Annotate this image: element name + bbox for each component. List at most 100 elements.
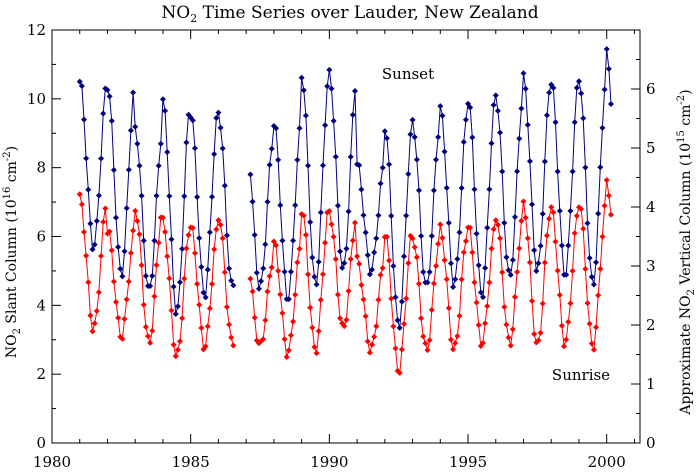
data-point <box>415 280 422 287</box>
data-point <box>296 245 303 252</box>
data-point <box>87 312 94 319</box>
data-point <box>106 93 113 100</box>
data-point <box>418 233 425 240</box>
data-point <box>100 110 107 117</box>
data-point <box>356 162 363 169</box>
data-point <box>307 219 314 226</box>
data-point <box>162 107 169 114</box>
data-point <box>358 186 365 193</box>
data-point <box>556 207 563 214</box>
data-point <box>514 168 521 175</box>
data-point <box>492 217 499 224</box>
data-point <box>396 324 403 331</box>
data-point <box>174 346 181 353</box>
data-point <box>499 269 506 276</box>
data-point <box>277 202 284 209</box>
data-point <box>341 260 348 267</box>
y-tick-label: 6 <box>36 228 46 246</box>
data-point <box>253 269 260 276</box>
data-point <box>317 296 324 303</box>
data-point <box>226 321 233 328</box>
data-point <box>607 100 614 107</box>
data-point <box>411 244 418 251</box>
data-point <box>168 307 175 314</box>
data-point <box>445 305 452 312</box>
data-point <box>247 275 254 282</box>
data-point <box>209 193 216 200</box>
data-point <box>132 123 139 130</box>
data-point <box>334 202 341 209</box>
data-point <box>108 117 115 124</box>
data-point <box>279 310 286 317</box>
data-point <box>281 336 288 343</box>
data-point <box>605 65 612 72</box>
data-point <box>454 256 461 263</box>
data-point <box>151 293 158 300</box>
data-point <box>255 285 262 292</box>
data-point <box>134 217 141 224</box>
data-point <box>573 212 580 219</box>
data-point <box>292 291 299 298</box>
data-point <box>433 262 440 269</box>
data-point <box>401 320 408 327</box>
data-point <box>360 296 367 303</box>
data-point <box>332 256 339 263</box>
x-tick-label: 1995 <box>449 453 487 471</box>
data-point <box>584 300 591 307</box>
data-point <box>275 156 282 163</box>
data-point <box>582 164 589 171</box>
data-point <box>145 333 152 340</box>
data-point <box>89 246 96 253</box>
data-point <box>418 315 425 322</box>
y-right-tick-label: 2 <box>646 316 656 334</box>
data-point <box>546 89 553 96</box>
data-point <box>511 213 518 220</box>
data-point <box>345 208 352 215</box>
data-point <box>217 124 224 131</box>
data-point <box>413 254 420 261</box>
data-point <box>439 234 446 241</box>
data-point <box>364 252 371 259</box>
data-point <box>140 301 147 308</box>
data-point <box>147 339 154 346</box>
data-point <box>262 241 269 248</box>
data-point <box>605 192 612 199</box>
data-point <box>445 219 452 226</box>
data-point <box>482 264 489 271</box>
data-point <box>469 249 476 256</box>
data-point <box>266 161 273 168</box>
data-point <box>298 74 305 81</box>
data-point <box>407 131 414 138</box>
data-point <box>153 262 160 269</box>
data-point <box>273 125 280 132</box>
data-point <box>223 304 230 311</box>
data-point <box>113 298 120 305</box>
data-point <box>550 84 557 91</box>
data-point <box>262 317 269 324</box>
data-point <box>578 90 585 97</box>
data-point <box>95 192 102 199</box>
data-point <box>115 243 122 250</box>
data-point <box>226 265 233 272</box>
data-point <box>328 85 335 92</box>
data-point <box>196 301 203 308</box>
data-point <box>78 201 85 208</box>
data-point <box>127 127 134 134</box>
data-point <box>396 369 403 376</box>
data-point <box>119 273 126 280</box>
data-point <box>119 335 126 342</box>
data-point <box>93 307 100 314</box>
data-point <box>313 281 320 288</box>
data-point <box>366 271 373 278</box>
data-point <box>552 238 559 245</box>
data-point <box>328 221 335 228</box>
data-point <box>149 272 156 279</box>
data-point <box>511 294 518 301</box>
data-point <box>597 164 604 171</box>
data-point <box>142 272 149 279</box>
series-sunset <box>76 46 614 331</box>
data-point <box>170 283 177 290</box>
data-point <box>539 300 546 307</box>
data-point <box>85 279 92 286</box>
